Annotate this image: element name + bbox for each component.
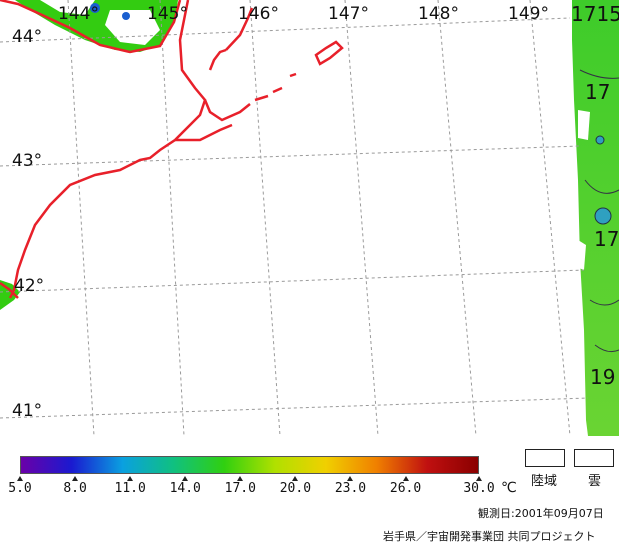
colorbar-tick-mark bbox=[72, 476, 79, 481]
colorbar-tick-mark bbox=[127, 476, 134, 481]
colorbar-tick-label: 20.0 bbox=[279, 481, 312, 496]
cloud-legend-swatch bbox=[574, 449, 614, 467]
land-legend-swatch bbox=[525, 449, 565, 467]
unit-label: ℃ bbox=[501, 480, 517, 496]
grid-lines bbox=[0, 0, 589, 437]
colorbar-tick-label: 11.0 bbox=[114, 481, 146, 496]
colorbar-tick-label: 8.0 bbox=[63, 481, 87, 496]
lat-label-44: 44° bbox=[12, 27, 43, 47]
land-legend-label: 陸域 bbox=[531, 474, 558, 489]
lon-label-145: 145° bbox=[147, 4, 188, 24]
coastline bbox=[0, 0, 344, 299]
lon-label-147: 147° bbox=[328, 4, 369, 24]
cloud-patch bbox=[578, 240, 586, 270]
lon-label-146: 146° bbox=[238, 4, 279, 24]
colorbar-tick-label: 23.0 bbox=[334, 481, 367, 496]
lon-label-149: 149° bbox=[508, 4, 549, 24]
lat-label-42: 42° bbox=[14, 276, 45, 296]
colorbar-tick-mark bbox=[347, 476, 354, 481]
lon-label-144: 144° bbox=[58, 4, 99, 24]
colorbar-tick-label: 17.0 bbox=[224, 481, 256, 496]
lat-label-43: 43° bbox=[12, 151, 43, 171]
colorbar-tick-mark bbox=[17, 476, 23, 481]
lon-label-148: 148° bbox=[418, 4, 459, 24]
contour-label: 17 bbox=[594, 227, 619, 251]
cloud-legend-label: 雲 bbox=[588, 474, 602, 489]
colorbar-tick-mark bbox=[237, 476, 244, 481]
contour-label: 19 bbox=[590, 365, 616, 389]
colorbar-tick-mark bbox=[476, 476, 482, 481]
contour-label: 1715 bbox=[571, 2, 619, 26]
colorbar-tick-mark bbox=[182, 476, 189, 481]
colorbar-tick-label: 5.0 bbox=[8, 481, 32, 496]
cloud-patch bbox=[578, 110, 590, 140]
colorbar-tick-mark bbox=[402, 476, 409, 481]
colorbar-tick-mark bbox=[292, 476, 299, 481]
sst-map bbox=[0, 0, 619, 437]
credit-text: 岩手県／宇宙開発事業団 共同プロジェクト bbox=[383, 530, 596, 543]
cloud-patch bbox=[40, 0, 95, 15]
colorbar-tick-label: 14.0 bbox=[169, 481, 201, 496]
observation-date: 観測日:2001年09月07日 bbox=[478, 507, 604, 520]
contour-label: 17 bbox=[585, 80, 611, 104]
temperature-colorbar bbox=[20, 456, 479, 474]
colorbar-tick-label: 26.0 bbox=[389, 481, 422, 496]
lat-label-41: 41° bbox=[12, 401, 43, 421]
colorbar-tick-label: 30.0 bbox=[463, 481, 495, 496]
